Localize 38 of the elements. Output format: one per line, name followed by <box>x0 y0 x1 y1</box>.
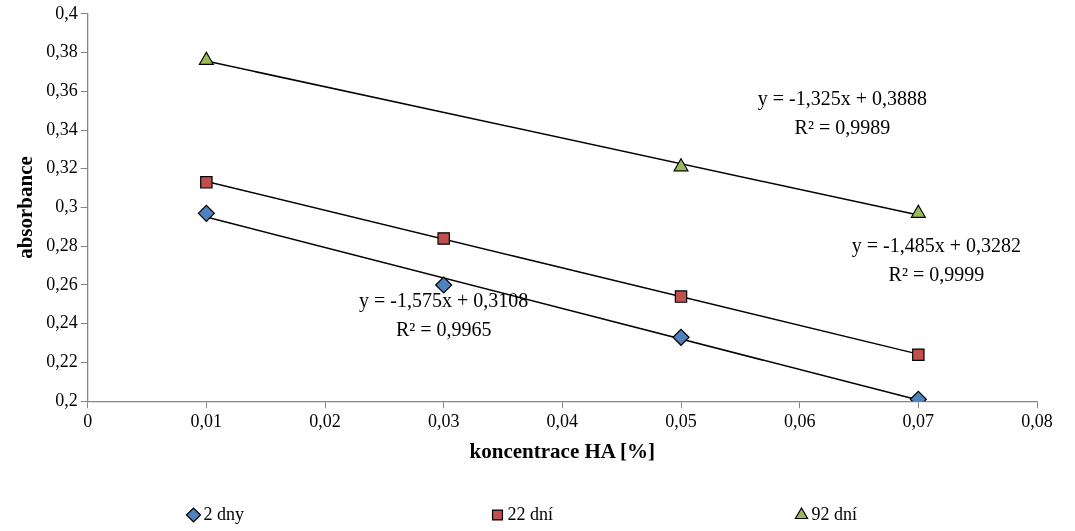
legend-label: 2 dny <box>203 503 244 524</box>
x-tick-label: 0,01 <box>190 410 223 431</box>
x-tick-label: 0,04 <box>546 410 579 431</box>
y-tick-label: 0,38 <box>46 41 78 62</box>
point <box>672 328 690 346</box>
y-tick-label: 0,4 <box>55 2 78 23</box>
point <box>674 290 688 303</box>
annotation: y = -1,485x + 0,3282 R² = 0,9999 <box>851 234 1021 286</box>
legend-label: 22 dní <box>507 503 554 524</box>
x-tick-label: 0 <box>83 410 93 431</box>
point <box>197 204 215 222</box>
y-axis-title: absorbance <box>13 156 38 259</box>
y-tick-label: 0,3 <box>55 196 78 217</box>
x-tick-label: 0,05 <box>665 410 697 431</box>
annotation: y = -1,325x + 0,3888 R² = 0,9989 <box>757 87 927 139</box>
y-tick-label: 0,36 <box>46 80 78 101</box>
x-axis-title: koncentrace HA [%] <box>469 438 656 463</box>
y-tick-label: 0,32 <box>46 157 78 178</box>
x-tick-label: 0,07 <box>902 410 935 431</box>
x-tick-label: 0,02 <box>309 410 341 431</box>
y-tick-label: 0,26 <box>46 273 78 294</box>
x-tick-label: 0,06 <box>783 410 816 431</box>
point <box>673 158 689 172</box>
point <box>200 176 213 189</box>
y-tick-label: 0,2 <box>55 389 78 410</box>
point <box>437 232 450 245</box>
x-tick-label: 0,03 <box>427 410 460 431</box>
y-tick-label: 0,34 <box>46 118 78 139</box>
annotation: y = -1,575x + 0,3108 R² = 0,9965 <box>359 288 529 340</box>
y-tick-label: 0,22 <box>46 351 78 372</box>
point <box>910 204 926 218</box>
x-tick-label: 0,08 <box>1021 410 1053 431</box>
y-tick-label: 0,28 <box>46 234 78 255</box>
point <box>435 276 453 294</box>
y-tick-label: 0,24 <box>46 312 78 333</box>
point <box>198 51 214 65</box>
point <box>912 348 925 361</box>
legend-label: 92 dní <box>811 503 858 524</box>
